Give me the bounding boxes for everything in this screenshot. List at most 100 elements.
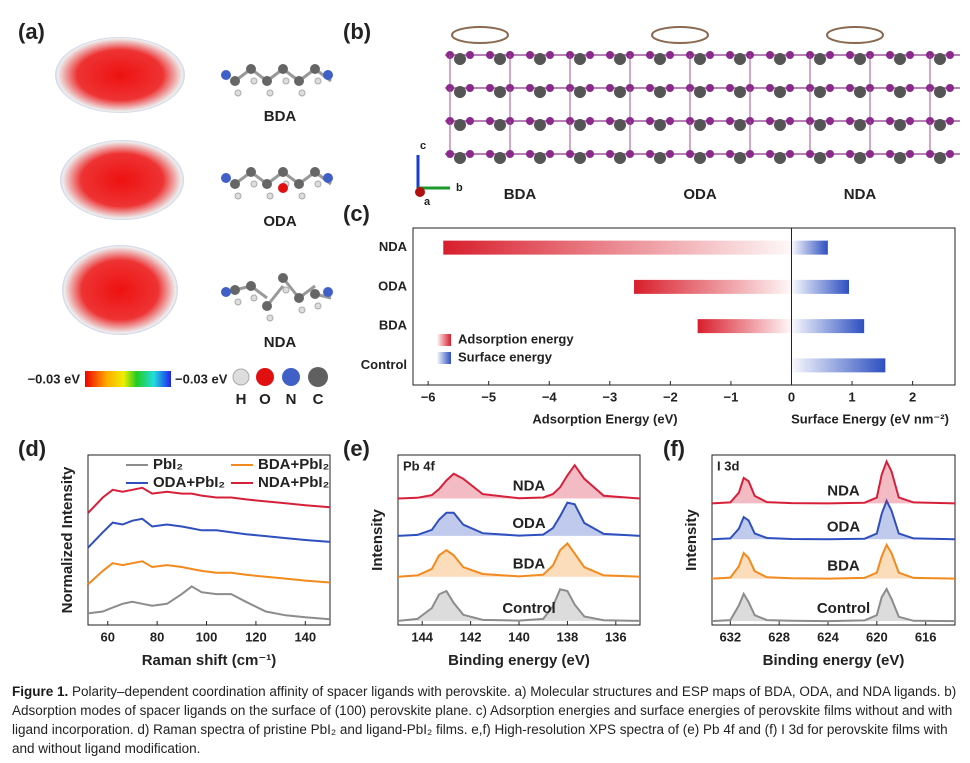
atom-pb [734, 86, 746, 98]
atom [230, 179, 240, 189]
atom-i [906, 84, 914, 92]
atom-i [646, 150, 654, 158]
atom-i [766, 84, 774, 92]
atom-i [466, 51, 474, 59]
atom-pb [574, 86, 586, 98]
atom [310, 289, 320, 299]
atom-i [886, 150, 894, 158]
atom [262, 76, 272, 86]
atom-h [232, 368, 250, 386]
atom-pb [654, 152, 666, 164]
legend-label: NDA+PbI₂ [258, 474, 329, 491]
esp-map [62, 245, 178, 335]
atom-pb [654, 86, 666, 98]
atom-pb [694, 86, 706, 98]
atom-i [786, 84, 794, 92]
atom-i [666, 117, 674, 125]
spectrum-area [397, 588, 641, 622]
atom-pb [654, 53, 666, 65]
x-axis-title: Adsorption Energy (eV) [532, 411, 677, 426]
series-label: BDA [827, 558, 860, 575]
plot-frame [412, 227, 956, 386]
bar [791, 358, 886, 373]
x-tick-label: 144 [411, 629, 433, 644]
panel-label: (d) [18, 436, 46, 461]
atom-pb [454, 119, 466, 131]
atom [298, 192, 306, 200]
atom-pb [494, 152, 506, 164]
atom-label: O [259, 391, 271, 408]
atom-i [646, 84, 654, 92]
spectrum-line [87, 560, 331, 586]
atom-i [586, 51, 594, 59]
atom [266, 89, 274, 97]
panel-label: (a) [18, 19, 45, 44]
atom-i [806, 150, 814, 158]
atom [266, 314, 274, 322]
atom-pb [934, 152, 946, 164]
atom [250, 180, 258, 188]
atom-i [486, 117, 494, 125]
x-axis-title: Raman shift (cm⁻¹) [142, 652, 277, 669]
atom-i [606, 150, 614, 158]
atom-i [746, 150, 754, 158]
atom-i [486, 84, 494, 92]
x-tick-label: 142 [460, 629, 482, 644]
atom-pb [854, 86, 866, 98]
x-axis-title: Binding energy (eV) [448, 652, 590, 669]
figure-caption: Figure 1. Polarity–dependent coordinatio… [12, 682, 957, 758]
atom-pb [614, 53, 626, 65]
atom-c [308, 367, 328, 387]
atom-pb [894, 86, 906, 98]
axis-label: a [424, 196, 431, 208]
legend-label: PbI₂ [153, 456, 183, 473]
atom-pb [774, 53, 786, 65]
x-tick-label: 632 [719, 629, 741, 644]
x-tick-label: 620 [866, 629, 888, 644]
panel-label: (f) [663, 436, 685, 461]
legend-label: Adsorption energy [458, 331, 574, 346]
spectrum-area [711, 586, 956, 623]
atom-pb [574, 53, 586, 65]
atom-i [726, 51, 734, 59]
spectrum-area [711, 542, 956, 580]
atom-pb [654, 119, 666, 131]
atom [323, 287, 333, 297]
atom-o [256, 368, 274, 386]
plot-frame [711, 454, 956, 626]
bar [443, 240, 792, 255]
atom [230, 76, 240, 86]
atom-pb [534, 53, 546, 65]
x-tick-label: 100 [196, 629, 218, 644]
series-label: ODA [827, 518, 861, 535]
bar [634, 279, 792, 294]
atom-i [466, 84, 474, 92]
panel-label: (b) [343, 19, 371, 44]
molecule-name: BDA [264, 108, 297, 125]
x-tick-label: −4 [542, 389, 558, 404]
atom-i [826, 117, 834, 125]
atom-i [946, 84, 954, 92]
atom-i [686, 150, 694, 158]
atom-i [826, 84, 834, 92]
x-axis-title: Surface Energy (eV nm⁻²) [791, 411, 949, 426]
atom-label: N [286, 391, 297, 408]
atom [314, 77, 322, 85]
atom [266, 192, 274, 200]
atom-pb [734, 119, 746, 131]
atom-pb [814, 119, 826, 131]
atom-i [846, 84, 854, 92]
spectrum-line [87, 585, 331, 621]
atom-label: H [236, 391, 247, 408]
atom [282, 77, 290, 85]
atom-pb [494, 86, 506, 98]
series-label: ODA [512, 515, 546, 532]
ligand [826, 26, 884, 44]
atom-i [926, 150, 934, 158]
atom-i [706, 150, 714, 158]
atom-pb [694, 119, 706, 131]
atom-i [706, 117, 714, 125]
spectrum-area [711, 498, 956, 541]
x-tick-label: 138 [557, 629, 579, 644]
atom-i [886, 51, 894, 59]
